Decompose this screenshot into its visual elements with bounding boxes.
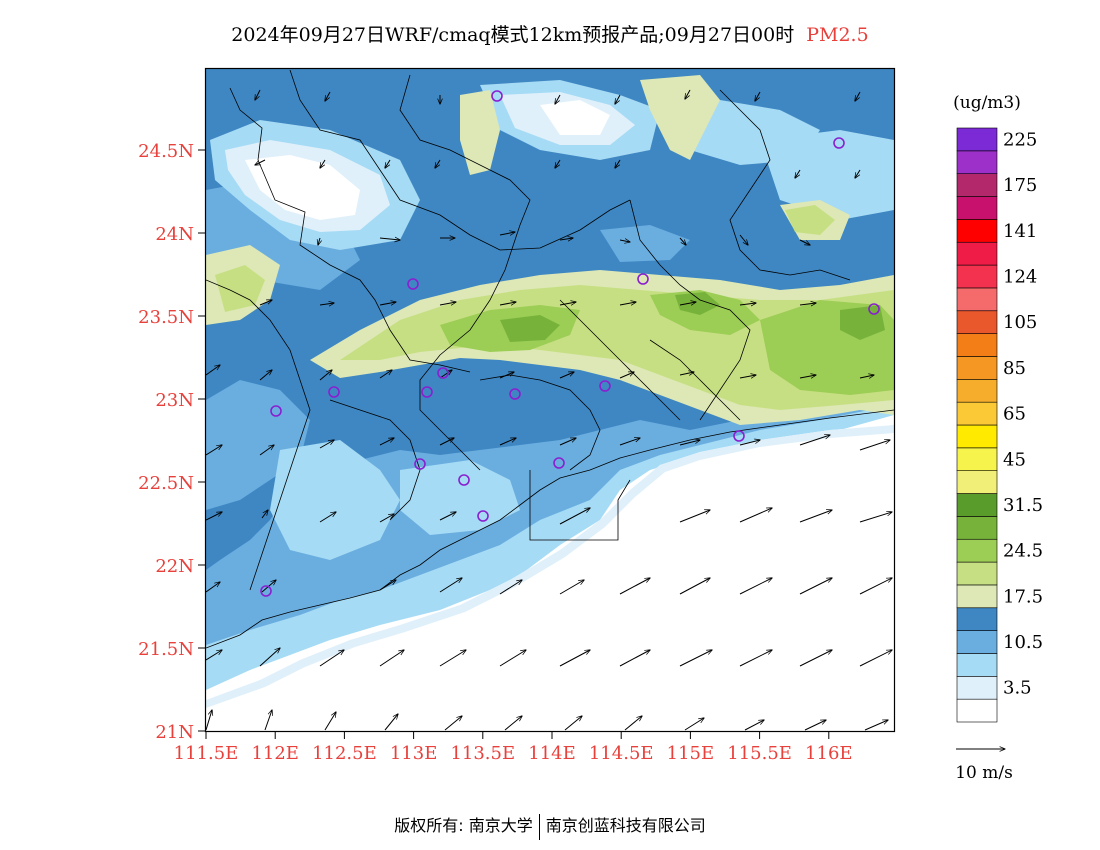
colorbar-swatch: [956, 584, 998, 609]
lat-tick-label: 21N: [155, 722, 194, 743]
station-marker: [868, 303, 880, 315]
station-marker: [491, 90, 503, 102]
colorbar-swatch: [956, 698, 998, 723]
station-marker: [458, 474, 470, 486]
title-main: 2024年09月27日WRF/cmaq模式12km预报产品;09月27日00时: [231, 24, 795, 46]
colorbar-swatch: [956, 150, 998, 174]
colorbar-label: 85: [1003, 358, 1026, 379]
copyright-org-1: 南京大学: [468, 816, 533, 835]
colorbar-label: 225: [1003, 129, 1037, 150]
copyright-footer: 版权所有: 南京大学 南京创蓝科技有限公司: [0, 812, 1100, 840]
lon-tick-label: 113.5E: [450, 743, 515, 764]
colorbar-label: 17.5: [1003, 586, 1043, 607]
lat-tick-label: 22N: [155, 556, 194, 577]
colorbar-swatch: [956, 607, 998, 631]
wind-vectors: [206, 89, 892, 731]
station-marker: [733, 430, 745, 442]
title-species: PM2.5: [806, 24, 869, 46]
copyright-prefix: 版权所有:: [394, 816, 464, 835]
copyright-org-2: 南京创蓝科技有限公司: [545, 816, 706, 835]
lat-tick-label: 24N: [155, 224, 194, 245]
station-marker: [437, 367, 449, 379]
colorbar-label: 31.5: [1003, 495, 1043, 516]
colorbar-swatch: [956, 630, 998, 654]
footer-separator: [538, 813, 540, 840]
colorbar-unit: (ug/m3): [953, 93, 1021, 113]
station-marker: [637, 273, 649, 285]
colorbar-swatch: [956, 493, 998, 517]
colorbar-swatch: [956, 538, 998, 563]
colorbar-swatch: [956, 356, 998, 380]
colorbar-label: 175: [1003, 175, 1037, 196]
colorbar-swatch: [956, 447, 998, 471]
lat-tick-label: 23N: [155, 390, 194, 411]
lat-tick-label: 22.5N: [138, 473, 194, 494]
colorbar-label: 105: [1003, 312, 1037, 333]
colorbar-label: 24.5: [1003, 541, 1043, 562]
colorbar-swatch: [956, 516, 998, 540]
colorbar: 3.5 10.5 17.5 24.5 31.5 45 65 85 105 124 141 175 225: [956, 127, 1043, 723]
station-marker: [407, 278, 419, 290]
station-marker: [833, 137, 845, 149]
lon-tick-label: 112.5E: [312, 743, 377, 764]
colorbar-swatch: [956, 196, 998, 220]
lat-tick-label: 21.5N: [138, 639, 194, 660]
station-marker: [421, 386, 433, 398]
concentration-field: [206, 69, 894, 731]
colorbar-swatch: [956, 676, 998, 700]
lon-tick-label: 111.5E: [174, 743, 239, 764]
lon-tick-label: 114.5E: [589, 743, 654, 764]
colorbar-swatch: [956, 127, 998, 152]
colorbar-swatch: [956, 264, 998, 289]
lat-tick-label: 24.5N: [138, 141, 194, 162]
colorbar-swatch: [956, 310, 998, 334]
lon-tick-label: 115E: [667, 743, 715, 764]
lon-tick-label: 115.5E: [727, 743, 792, 764]
colorbar-swatch: [956, 333, 998, 357]
station-marker: [599, 380, 611, 392]
longitude-axis: 111.5E 112E 112.5E 113E 113.5E 114E 114.5E 115E…: [174, 731, 853, 764]
lon-tick-label: 113E: [390, 743, 438, 764]
colorbar-label: 10.5: [1003, 632, 1043, 653]
colorbar-swatch: [956, 241, 998, 266]
map-frame: [204, 67, 896, 733]
colorbar-swatch: [956, 470, 998, 494]
colorbar-swatch: [956, 424, 998, 449]
colorbar-label: 141: [1003, 221, 1037, 242]
lon-tick-label: 116E: [805, 743, 853, 764]
colorbar-swatch: [956, 653, 998, 677]
colorbar-swatch: [956, 219, 998, 243]
colorbar-swatch: [956, 401, 998, 426]
station-marker: [270, 405, 282, 417]
colorbar-swatch: [956, 379, 998, 403]
station-marker: [260, 585, 272, 597]
wind-reference-label: 10 m/s: [955, 763, 1013, 783]
map-title: 2024年09月27日WRF/cmaq模式12km预报产品;09月27日00时 P…: [0, 20, 1100, 47]
station-marker: [477, 510, 489, 522]
lat-tick-label: 23.5N: [138, 307, 194, 328]
station-marker: [414, 458, 426, 470]
station-marker: [553, 457, 565, 469]
colorbar-swatch: [956, 287, 998, 312]
station-marker: [328, 386, 340, 398]
lon-tick-label: 114E: [528, 743, 576, 764]
colorbar-label: 124: [1003, 267, 1037, 288]
station-markers: [260, 90, 880, 597]
colorbar-label: 65: [1003, 404, 1026, 425]
colorbar-label: 3.5: [1003, 678, 1032, 699]
latitude-axis: 21N 21.5N 22N 22.5N 23N 23.5N 24N 24.5N: [138, 141, 206, 743]
colorbar-swatch: [956, 173, 998, 197]
lon-tick-label: 112E: [251, 743, 299, 764]
colorbar-swatch: [956, 561, 998, 586]
colorbar-label: 45: [1003, 449, 1026, 470]
station-marker: [509, 388, 521, 400]
